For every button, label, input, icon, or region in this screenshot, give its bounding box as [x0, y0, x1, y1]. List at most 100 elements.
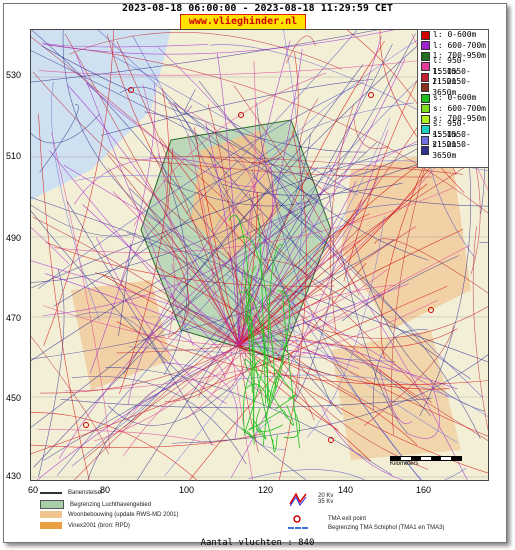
flight-track — [31, 36, 432, 403]
x-tick-label: 80 — [100, 485, 111, 495]
flight-track — [472, 226, 488, 432]
flight-track — [244, 315, 255, 433]
altitude-legend: l: 0-600m l: 600-700m l: 700-950m l: 950-15… — [417, 29, 489, 168]
legend-label: l: 700-950m — [433, 51, 486, 60]
flight-track — [299, 98, 329, 195]
flight-track — [41, 42, 209, 48]
flight-track — [60, 398, 432, 409]
flight-track — [45, 273, 240, 346]
flight-track — [161, 230, 189, 338]
y-tick-label: 510 — [6, 151, 22, 161]
flight-track — [38, 268, 65, 478]
flight-track — [32, 71, 488, 441]
flight-track — [330, 104, 354, 334]
x-tick-label: 60 — [28, 485, 39, 495]
flight-track — [363, 325, 454, 426]
tma-exit-point — [328, 437, 334, 443]
flight-track — [269, 340, 285, 408]
flight-track — [119, 157, 432, 178]
tma-exit-icon — [293, 515, 301, 523]
flight-track — [95, 236, 227, 405]
flight-track — [207, 103, 240, 346]
y-tick-label: 450 — [6, 393, 22, 403]
flight-track — [144, 111, 294, 207]
flight-track — [238, 236, 277, 391]
flight-track — [43, 305, 240, 346]
flight-track — [32, 216, 240, 346]
flight-track — [31, 433, 262, 449]
flight-track-map[interactable] — [30, 29, 489, 481]
flight-track — [31, 210, 306, 480]
flight-track — [245, 383, 268, 399]
flight-track — [131, 316, 226, 380]
legend-item: s: 600-700m — [418, 104, 488, 115]
flight-track — [238, 36, 382, 346]
flight-track — [63, 164, 449, 398]
flight-track — [133, 72, 327, 226]
flight-track — [164, 117, 391, 477]
flight-track — [238, 40, 291, 346]
flight-track — [51, 132, 111, 449]
flight-track — [33, 167, 318, 468]
flight-track — [238, 269, 388, 346]
legend-item: l: 600-700m — [418, 41, 488, 52]
flight-track — [85, 82, 255, 187]
flight-track — [108, 167, 400, 420]
map-title: 2023-08-18 06:00:00 - 2023-08-18 11:29:5… — [122, 3, 393, 14]
flight-track — [198, 80, 429, 261]
flight-track — [244, 328, 266, 434]
flight-track — [31, 50, 317, 201]
flight-track — [238, 240, 361, 346]
legend-item: s: 0-600m — [418, 93, 488, 104]
flight-track — [238, 40, 385, 346]
flight-track — [39, 103, 79, 173]
flight-track — [238, 344, 371, 462]
site-badge[interactable]: www.vlieghinder.nl — [180, 14, 306, 30]
legend-tma-exit: TMA exit point — [292, 514, 366, 524]
flight-track — [31, 204, 137, 237]
legend-item: s: 1550-2150m — [418, 130, 488, 149]
flight-track — [51, 81, 100, 321]
flight-track — [97, 30, 483, 398]
legend-label: s: 600-700m — [433, 103, 486, 113]
flight-track — [238, 344, 488, 474]
flight-track — [172, 101, 471, 380]
flight-track — [228, 215, 255, 445]
flight-track — [73, 157, 230, 205]
flight-track — [42, 30, 395, 55]
legend-swatch — [421, 114, 430, 124]
flight-track — [252, 418, 267, 440]
flight-track — [174, 102, 488, 207]
flight-track — [31, 141, 378, 428]
legend-swatch — [421, 83, 430, 93]
flight-track — [116, 344, 240, 354]
flight-track — [194, 127, 240, 346]
flight-track — [62, 30, 161, 224]
legend-swatch — [421, 125, 430, 135]
legend-swatch — [421, 135, 430, 145]
flight-track — [405, 380, 440, 439]
flight-track — [56, 73, 425, 476]
flight-track — [278, 328, 458, 348]
flight-track — [198, 192, 240, 346]
flight-track — [64, 33, 240, 346]
flight-track — [31, 227, 70, 265]
flight-track — [43, 30, 114, 346]
y-tick-label: 430 — [6, 471, 22, 481]
legend-tma-border: Begrenzing TMA Schiphol (TMA1 en TMA3) — [288, 525, 445, 531]
legend-swatch — [421, 41, 430, 51]
bottom-legend: Banenstelsel Begrenzing Luchthavengebied… — [30, 488, 487, 536]
flight-track — [302, 306, 488, 339]
tma-exit-point — [238, 112, 244, 118]
track-canvas — [31, 30, 488, 480]
flight-track — [69, 32, 342, 70]
flight-track — [71, 376, 247, 465]
flight-track — [183, 89, 196, 115]
flight-track — [31, 260, 360, 369]
legend-swatch — [421, 72, 430, 82]
flight-track — [127, 156, 281, 405]
legend-kv: 20 Kv 35 Kv — [288, 492, 333, 506]
flight-track — [238, 344, 284, 408]
flight-track — [94, 344, 240, 442]
flight-track — [248, 409, 284, 431]
